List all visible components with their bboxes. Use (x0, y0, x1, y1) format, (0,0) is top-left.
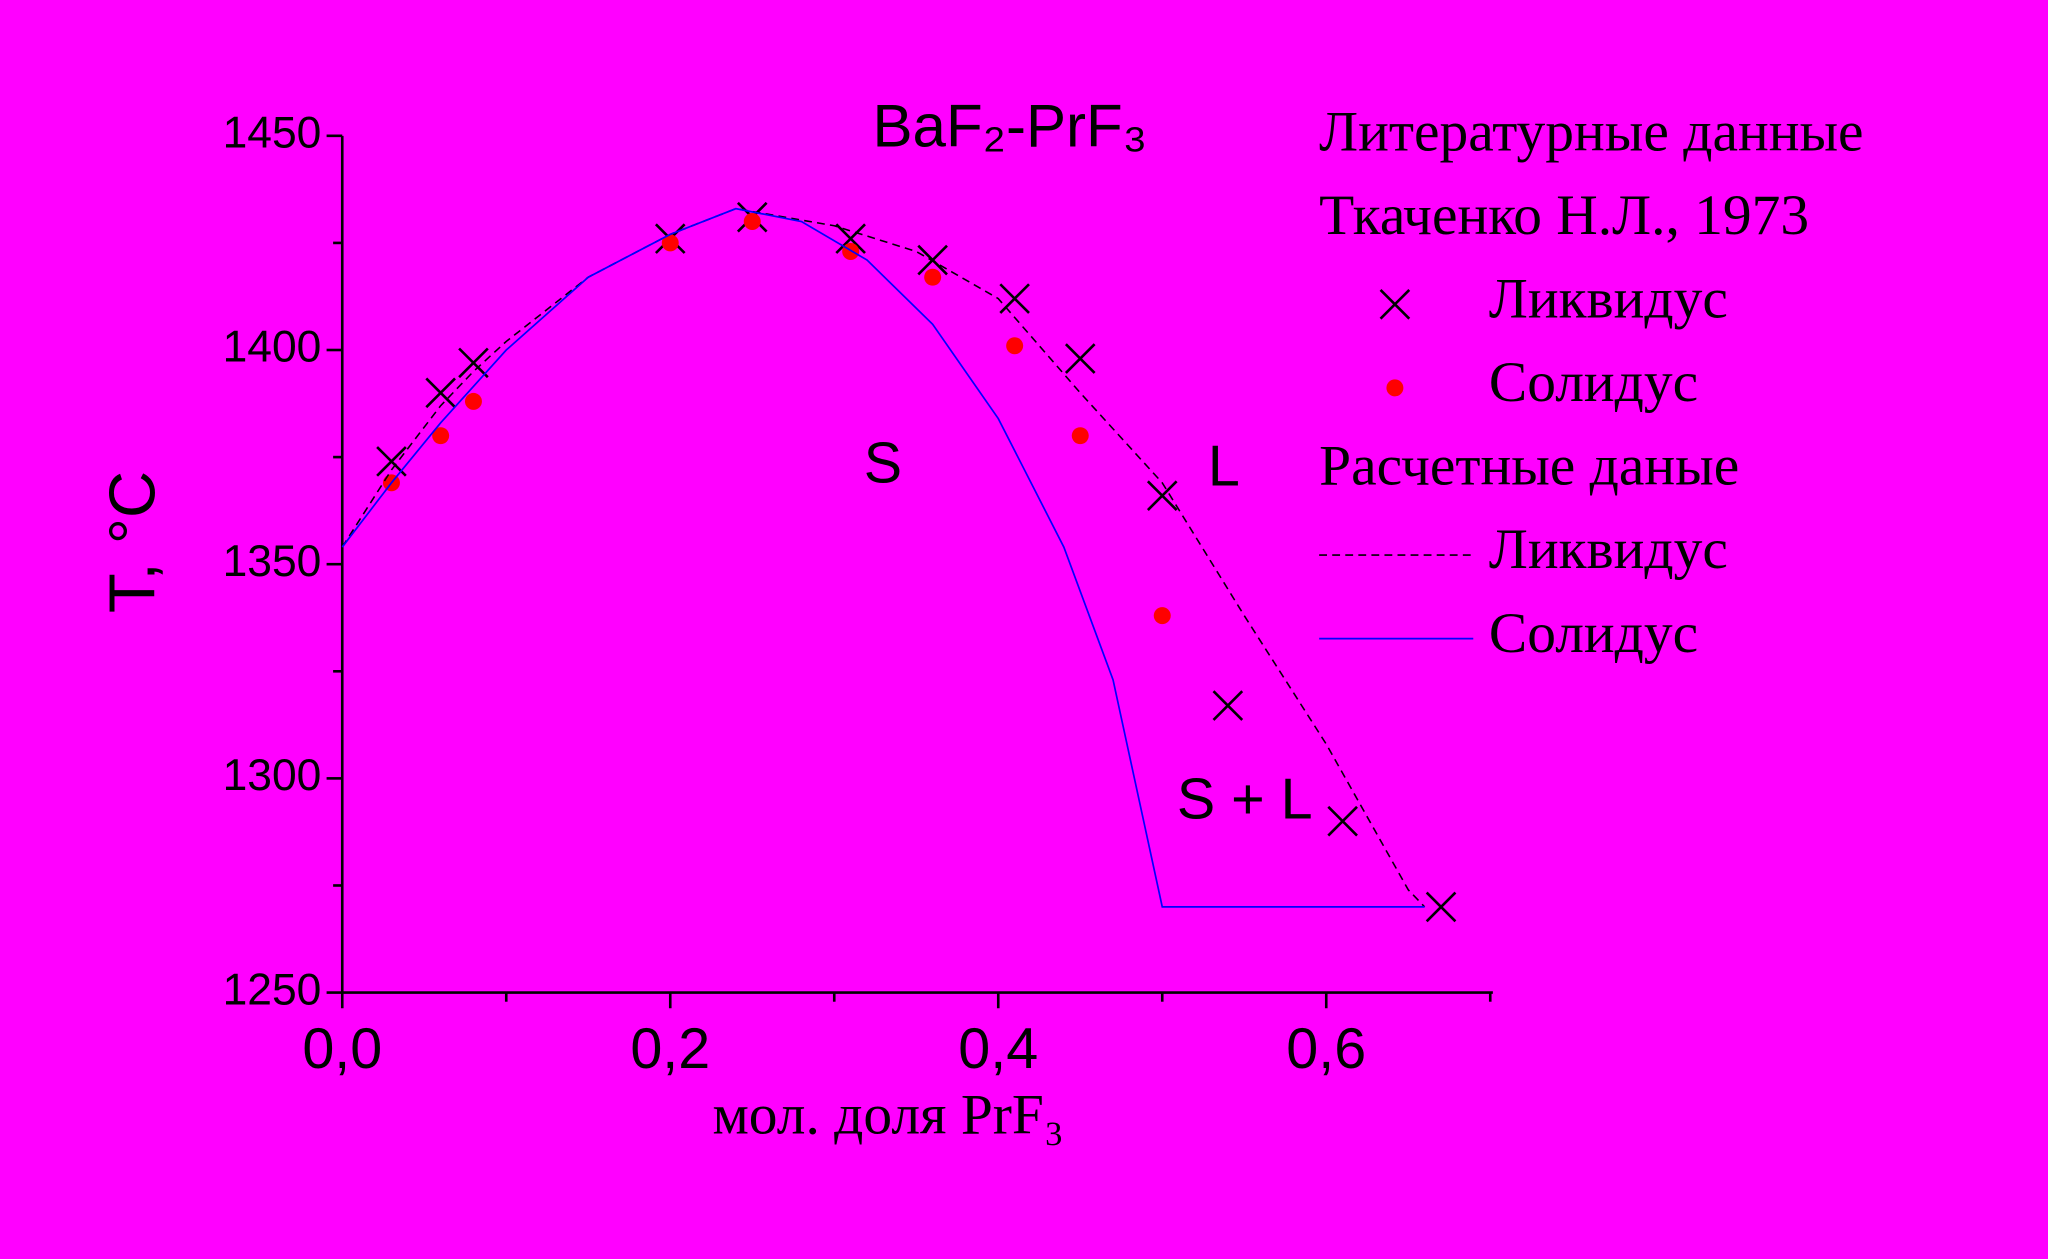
legend-label: Солидус (1489, 351, 1698, 414)
y-tick-label: 1400 (223, 323, 322, 372)
legend-swatch (1386, 379, 1404, 397)
data-point (1425, 891, 1457, 923)
region-label: S + L (1177, 767, 1313, 831)
data-point (842, 242, 860, 260)
region-label: S (864, 432, 902, 496)
data-point (924, 268, 942, 286)
y-tick-label: 1350 (223, 537, 322, 586)
legend-label: Солидус (1489, 602, 1698, 665)
legend-header: Ткаченко Н.Л., 1973 (1319, 184, 1809, 247)
x-tick-label: 0,0 (302, 1017, 382, 1081)
y-tick-label: 1250 (223, 965, 322, 1014)
series-line (341, 207, 1426, 908)
y-axis-label: T, °C (95, 471, 168, 613)
data-point (464, 392, 482, 410)
data-point (743, 213, 761, 230)
x-tick-label: 0,6 (1286, 1017, 1366, 1081)
data-point (1064, 343, 1096, 374)
data-point (1212, 690, 1244, 721)
y-tick-label: 1300 (223, 751, 322, 800)
data-point (425, 377, 456, 409)
y-tick-label: 1450 (223, 109, 322, 158)
chart-title: BaF₂-PrF₃ (873, 92, 1148, 159)
data-point (661, 234, 679, 252)
x-axis-label: мол. доля PrF₃ (712, 1084, 1063, 1147)
legend-header: Расчетные даные (1319, 435, 1739, 498)
x-tick-label: 0,4 (958, 1017, 1038, 1081)
data-point (1146, 480, 1178, 511)
data-point (1153, 607, 1171, 625)
region-label: L (1208, 434, 1240, 498)
data-point (1071, 427, 1089, 445)
legend-label: Ликвидус (1489, 267, 1728, 330)
legend-label: Ликвидус (1489, 518, 1728, 581)
data-point (999, 283, 1030, 314)
x-tick-label: 0,2 (630, 1017, 710, 1081)
data-point (1327, 805, 1358, 837)
data-point (835, 223, 866, 254)
legend-header: Литературные данные (1319, 100, 1863, 163)
data-point (1006, 337, 1024, 355)
data-point (458, 347, 489, 379)
legend-swatch (1379, 289, 1411, 320)
series-line (341, 207, 1425, 908)
data-point (432, 427, 450, 445)
